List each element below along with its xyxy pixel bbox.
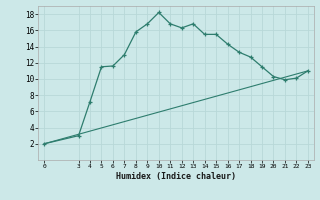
X-axis label: Humidex (Indice chaleur): Humidex (Indice chaleur)	[116, 172, 236, 181]
